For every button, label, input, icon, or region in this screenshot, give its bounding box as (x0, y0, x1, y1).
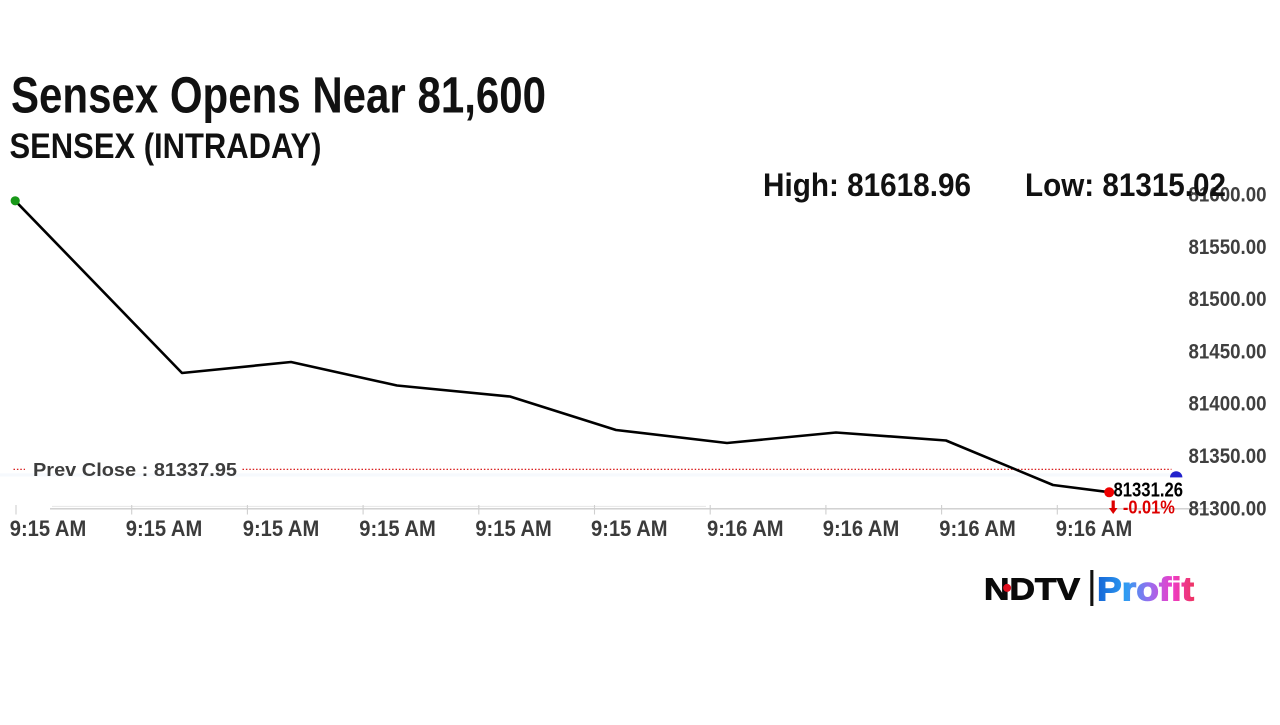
svg-text:Profit: Profit (1097, 571, 1194, 608)
svg-text:9:16 AM: 9:16 AM (707, 516, 784, 541)
svg-text:9:15 AM: 9:15 AM (243, 516, 320, 541)
svg-text:81300.00: 81300.00 (1189, 497, 1267, 520)
svg-text:NDTV: NDTV (984, 573, 1081, 607)
svg-text:81350.00: 81350.00 (1189, 445, 1267, 468)
svg-text:9:15 AM: 9:15 AM (591, 516, 668, 541)
svg-text:81331.26: 81331.26 (1114, 480, 1184, 502)
svg-text:81400.00: 81400.00 (1189, 393, 1267, 416)
svg-text:9:15 AM: 9:15 AM (126, 516, 203, 541)
svg-text:81550.00: 81550.00 (1189, 236, 1267, 259)
svg-text:9:15 AM: 9:15 AM (359, 516, 436, 541)
svg-text:Prev Close : 81337.95: Prev Close : 81337.95 (33, 459, 237, 480)
svg-text:9:15 AM: 9:15 AM (475, 516, 552, 541)
svg-text:9:16 AM: 9:16 AM (939, 516, 1016, 541)
svg-text:-0.01%: -0.01% (1123, 496, 1175, 517)
svg-text:81450.00: 81450.00 (1189, 340, 1267, 363)
svg-text:High: 81618.96: High: 81618.96 (763, 167, 971, 203)
svg-text:Low: 81315.02: Low: 81315.02 (1025, 167, 1226, 203)
svg-text:SENSEX (INTRADAY): SENSEX (INTRADAY) (10, 127, 322, 166)
svg-text:81500.00: 81500.00 (1189, 288, 1267, 311)
svg-text:9:15 AM: 9:15 AM (10, 516, 87, 541)
svg-text:9:16 AM: 9:16 AM (1056, 516, 1133, 541)
svg-text:9:16 AM: 9:16 AM (823, 516, 900, 541)
svg-text:81600.00: 81600.00 (1189, 184, 1267, 207)
svg-text:Sensex Opens Near 81,600: Sensex Opens Near 81,600 (11, 67, 546, 124)
